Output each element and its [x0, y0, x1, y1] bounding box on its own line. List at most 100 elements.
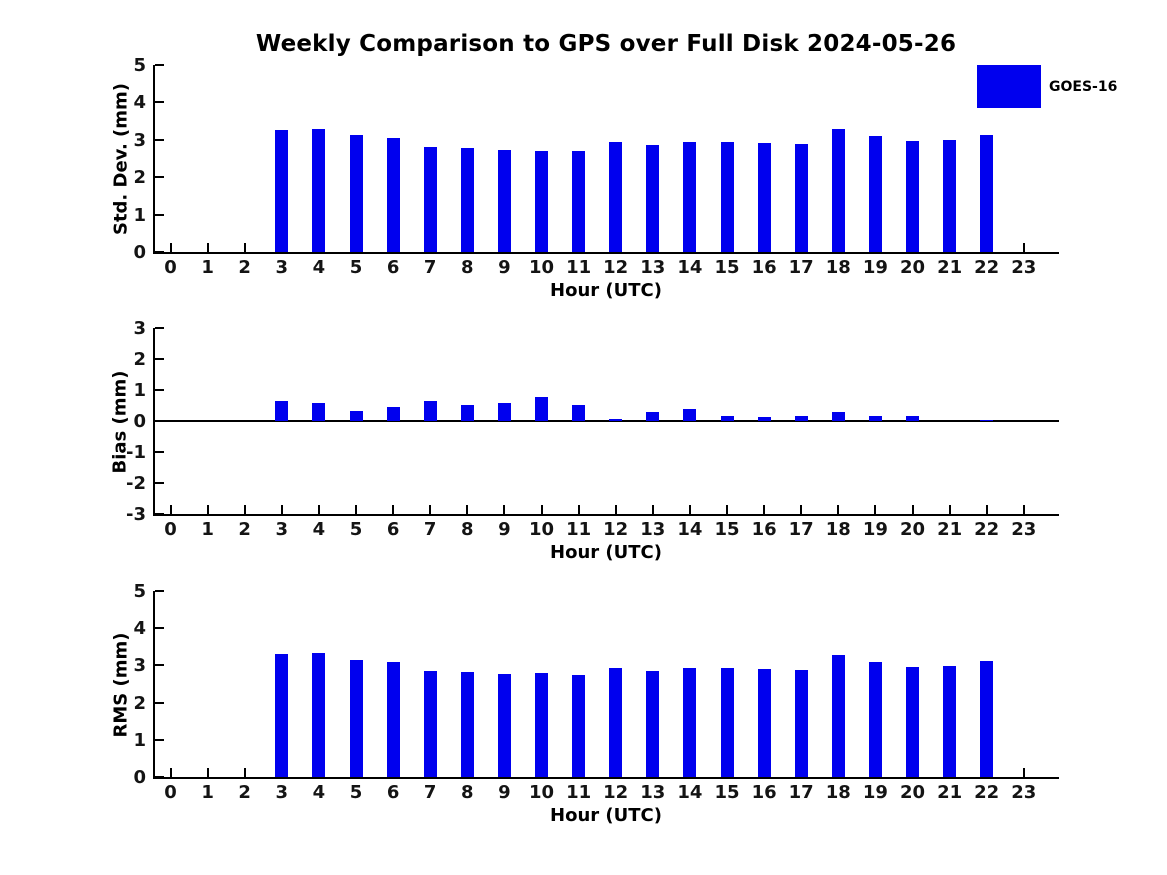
bar-hour-20	[906, 140, 919, 252]
x-tick-label: 7	[423, 257, 437, 278]
bar-hour-15	[720, 141, 734, 252]
x-tick-label: 17	[788, 519, 814, 540]
x-tick-label: 2	[238, 519, 251, 540]
bar-hour-6	[386, 137, 400, 252]
x-tick-label: 14	[677, 519, 703, 540]
x-tick-label: 0	[164, 782, 177, 803]
x-tick	[985, 505, 988, 514]
x-tick	[206, 243, 209, 252]
x-tick-label: 14	[677, 782, 703, 803]
y-tick-label: -3	[126, 504, 146, 525]
y-tick-label: 3	[133, 129, 146, 151]
bar-hour-9	[497, 403, 511, 421]
x-tick	[800, 505, 803, 514]
y-tick-label: 3	[133, 318, 146, 339]
x-tick-label: 2	[238, 782, 251, 803]
x-tick	[243, 505, 246, 514]
x-tick	[874, 505, 877, 514]
bar-hour-17	[794, 669, 808, 777]
x-tick-label: 18	[825, 782, 851, 803]
x-tick-label: 10	[528, 519, 555, 540]
x-tick-label: 4	[312, 257, 326, 278]
y-tick-label: 1	[133, 380, 146, 401]
x-tick-label: 15	[714, 519, 740, 540]
x-tick-label: 8	[461, 782, 474, 803]
bar-hour-11	[572, 404, 586, 421]
bar-hour-5	[349, 134, 363, 252]
legend-swatch-goes16	[977, 65, 1041, 108]
x-tick-label: 7	[423, 782, 437, 803]
y-tick-label: 0	[133, 767, 146, 788]
x-tick-label: 23	[1011, 257, 1037, 278]
x-tick	[651, 505, 654, 514]
bar-hour-9	[497, 673, 511, 777]
x-tick	[726, 505, 728, 514]
x-tick-label: 18	[825, 519, 851, 540]
x-tick-label: 19	[862, 519, 888, 540]
x-tick	[206, 768, 209, 777]
bar-hour-3	[275, 130, 289, 252]
y-tick-label: 3	[133, 655, 146, 677]
y-tick	[155, 738, 164, 741]
x-axis-label-bias: Hour (UTC)	[550, 542, 662, 563]
bar-hour-17	[794, 143, 808, 252]
y-tick	[155, 213, 164, 216]
x-tick	[911, 505, 914, 514]
bar-hour-11	[572, 150, 586, 252]
x-tick-label: 22	[974, 257, 1000, 278]
y-tick-label: 1	[133, 729, 146, 751]
y-tick-label: 5	[133, 55, 146, 76]
bar-hour-3	[275, 654, 289, 777]
x-tick	[355, 505, 357, 514]
x-tick	[837, 505, 840, 514]
x-tick-label: 4	[312, 782, 326, 803]
x-tick-label: 10	[528, 257, 555, 278]
x-tick	[614, 505, 617, 514]
bar-hour-10	[535, 151, 548, 252]
bar-hour-14	[683, 409, 697, 421]
x-tick-label: 22	[974, 782, 1000, 803]
x-tick	[429, 505, 432, 514]
bar-hour-7	[423, 670, 437, 777]
x-tick-label: 14	[677, 257, 703, 278]
y-tick-label: 4	[133, 92, 146, 114]
bar-hour-19	[868, 416, 882, 421]
y-tick	[155, 64, 164, 66]
y-tick-label: 2	[133, 692, 146, 714]
x-tick-label: 21	[937, 519, 963, 540]
x-tick-label: 22	[974, 519, 1000, 540]
bar-hour-17	[794, 416, 808, 421]
x-tick-label: 21	[937, 782, 963, 803]
bar-hour-15	[720, 415, 734, 421]
x-tick-label: 13	[640, 519, 666, 540]
x-tick	[317, 505, 320, 514]
x-tick-label: 20	[899, 519, 926, 540]
x-tick-label: 7	[423, 519, 437, 540]
bar-hour-8	[460, 148, 474, 252]
x-tick-label: 0	[164, 519, 177, 540]
plot-area-bias: -3 -2 -1 0 1 2 3 0 1 2 3 4 5 6 7 8 9 10 11 12 13 14 15 16 17 18 19…	[126, 320, 1059, 539]
x-tick	[503, 505, 506, 514]
x-tick-label: 9	[498, 519, 511, 540]
bar-hour-18	[831, 129, 845, 252]
x-tick-label: 5	[349, 782, 363, 803]
bar-hour-14	[683, 141, 697, 252]
plot-area-std-dev: 0 1 2 3 4 5 0 1 2 3 4 5 6 7 8 9 10 11 12 13 14 15 16 17 18 19 20 21…	[133, 57, 1059, 277]
x-tick-label: 0	[164, 257, 177, 278]
x-tick-label: 20	[899, 782, 926, 803]
x-tick-label: 13	[640, 782, 666, 803]
x-tick-label: 19	[862, 782, 888, 803]
y-tick	[155, 627, 164, 630]
bar-hour-5	[349, 659, 363, 777]
x-tick	[1022, 768, 1025, 777]
x-tick-label: 18	[825, 257, 851, 278]
y-axis-label-rms: RMS (mm)	[110, 632, 132, 738]
x-tick-label: 11	[566, 782, 592, 803]
x-tick-label: 8	[461, 519, 474, 540]
x-tick-label: 8	[461, 257, 474, 278]
y-tick	[155, 482, 164, 484]
x-tick	[540, 505, 543, 514]
y-tick-label: 0	[133, 242, 146, 263]
bar-hour-21	[943, 140, 957, 252]
x-tick-label: 1	[201, 519, 214, 540]
